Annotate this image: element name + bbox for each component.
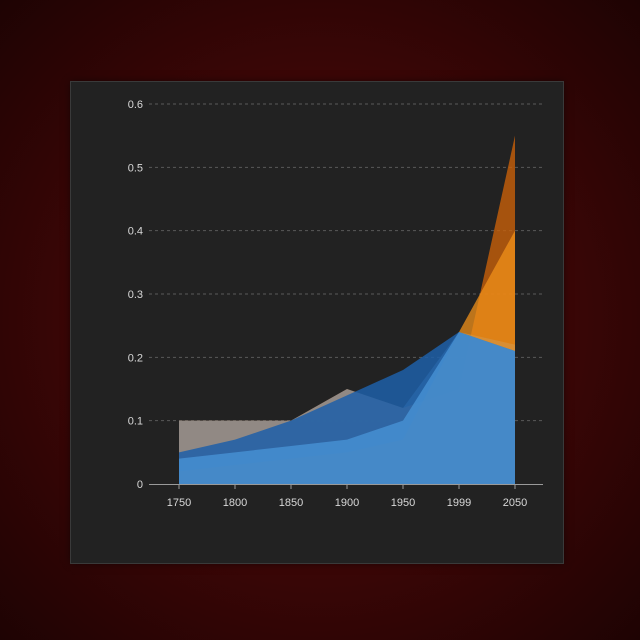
y-tick-label-2: 0.2 xyxy=(128,352,143,364)
y-tick-label-3: 0.3 xyxy=(128,289,143,301)
y-tick-label-0: 0 xyxy=(137,479,143,491)
area-chart: 0 0.1 0.2 0.3 0.4 0.5 0.6 1750 1800 1850 1900 1950 1… xyxy=(128,99,543,509)
area-series-4 xyxy=(179,332,515,484)
y-tick-label-4: 0.4 xyxy=(128,226,143,238)
series-areas xyxy=(179,135,515,484)
y-tick-label-6: 0.6 xyxy=(128,99,143,111)
x-tick-label-5: 1999 xyxy=(447,497,471,509)
x-tick-label-2: 1850 xyxy=(279,497,303,509)
chart-card: 0 0.1 0.2 0.3 0.4 0.5 0.6 1750 1800 1850 1900 1950 1… xyxy=(70,81,564,564)
axes: 0 0.1 0.2 0.3 0.4 0.5 0.6 1750 1800 1850 1900 1950 1… xyxy=(128,99,543,509)
x-tick-label-6: 2050 xyxy=(503,497,527,509)
x-tick-label-0: 1750 xyxy=(167,497,191,509)
y-tick-label-5: 0.5 xyxy=(128,162,143,174)
x-tick-label-1: 1800 xyxy=(223,497,247,509)
x-tick-label-4: 1950 xyxy=(391,497,415,509)
y-tick-label-1: 0.1 xyxy=(128,416,143,428)
x-tick-label-3: 1900 xyxy=(335,497,359,509)
